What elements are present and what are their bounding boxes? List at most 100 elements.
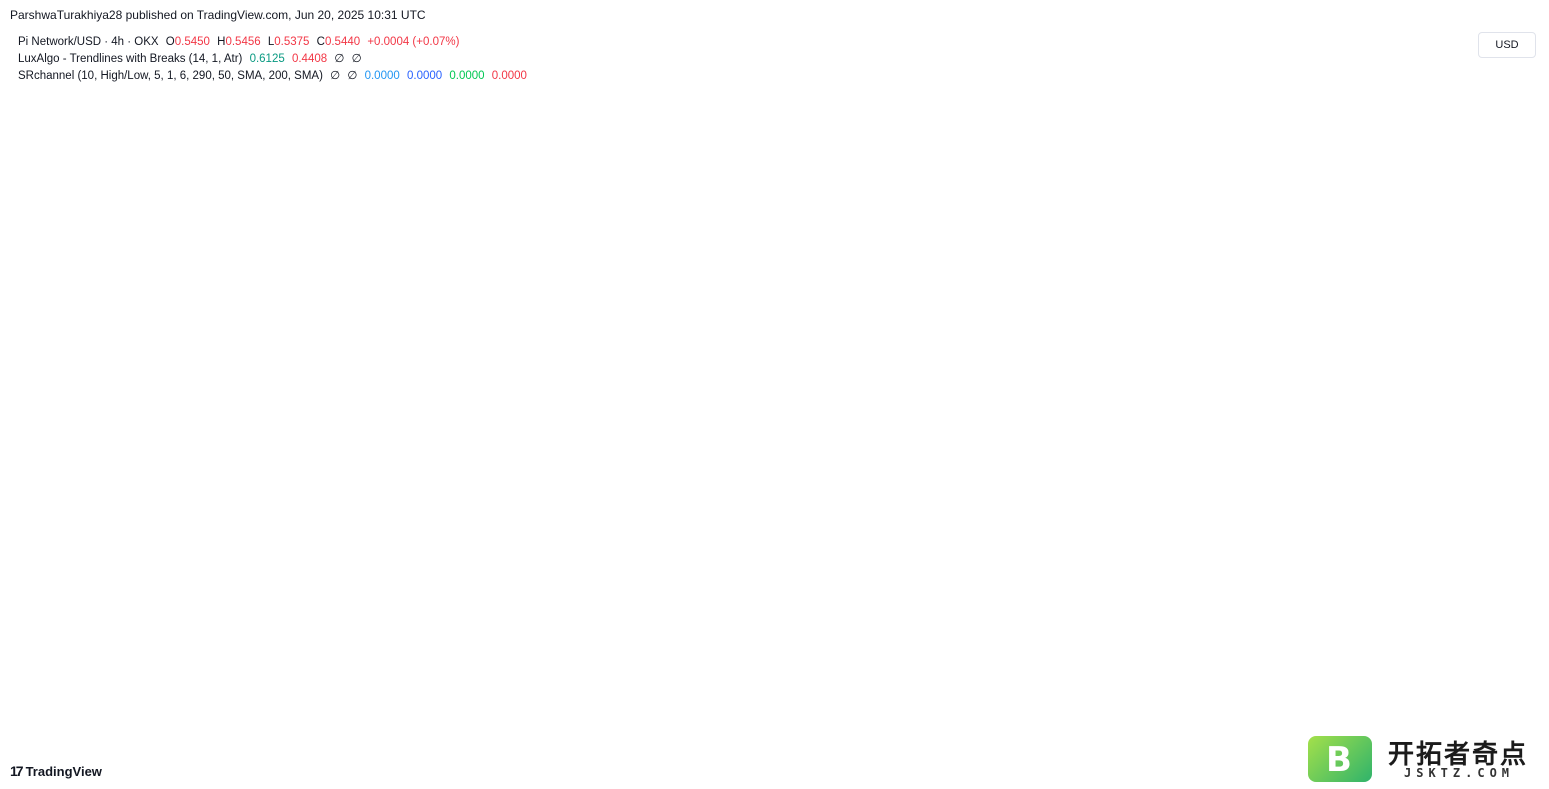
indicator-srchannel-value-5: 0.0000: [449, 70, 485, 82]
candle-body: [1055, 618, 1059, 629]
break-label-pointer: [1107, 604, 1116, 609]
candle-body: [703, 575, 708, 589]
candle-body: [548, 510, 552, 516]
price-axis-tag-text: 0.4408: [1482, 674, 1519, 688]
candle-body: [962, 575, 966, 579]
candle-body: [83, 606, 87, 609]
indicator-srchannel-value-2: ∅: [347, 70, 358, 82]
break-label-pointer: [352, 555, 361, 560]
break-label-box: [99, 615, 113, 633]
break-label-pointer: [595, 498, 604, 503]
price-axis-tag: [1474, 585, 1532, 604]
trendline: [100, 564, 352, 610]
candle-body: [347, 540, 351, 561]
indicator-luxalgo-value-4: ∅: [351, 53, 362, 65]
candle-body: [1034, 595, 1039, 634]
price-axis-tag-text: 0.6125: [1482, 588, 1519, 602]
candle-body: [1127, 598, 1132, 601]
break-label-text: B: [1107, 612, 1115, 624]
indicator-luxalgo-name[interactable]: LuxAlgo - Trendlines with Breaks (14, 1,…: [18, 53, 243, 65]
candle-body: [372, 520, 377, 536]
candle-body: [797, 570, 801, 574]
y-tick-label: 1.4000: [1482, 193, 1519, 207]
y-tick-label: 0.9000: [1482, 444, 1519, 458]
resistance-zone: [9, 570, 1473, 601]
y-tick-label: 0.5000: [1482, 644, 1519, 658]
candle-body: [290, 450, 294, 486]
candle-body: [300, 455, 304, 466]
candle-body: [765, 570, 770, 576]
indicator-srchannel-name[interactable]: SRchannel (10, High/Low, 5, 1, 6, 290, 5…: [18, 70, 323, 82]
candle-body: [42, 605, 46, 607]
x-tick-label: 19: [1185, 733, 1199, 747]
break-label-text: B: [1004, 551, 1012, 563]
x-tick-label: 21: [1237, 733, 1251, 747]
x-tick-label: 26: [564, 733, 578, 747]
indicator-luxalgo-value-1: 0.6125: [249, 53, 285, 65]
x-tick-label: 30: [668, 733, 682, 747]
tradingview-brand[interactable]: 17 TradingView: [10, 763, 102, 779]
indicator-luxalgo-value-3: ∅: [334, 53, 345, 65]
trendline: [1036, 679, 1166, 704]
candle-body: [1210, 628, 1214, 632]
x-tick-label: 10: [151, 733, 165, 747]
break-label-box: [349, 538, 363, 556]
candle-body: [274, 295, 278, 326]
x-tick-label: Jun: [716, 733, 737, 747]
candle-body: [983, 575, 987, 579]
x-tick-label: 17: [1133, 733, 1147, 747]
x-tick-label: 28: [616, 733, 630, 747]
candle-body: [1158, 608, 1163, 616]
break-label-pointer: [828, 563, 837, 568]
x-tick-label: 15: [1081, 733, 1095, 747]
currency-button[interactable]: USD: [1478, 32, 1536, 58]
break-label-box: [825, 546, 839, 564]
indicator-srchannel-row[interactable]: SRchannel (10, High/Low, 5, 1, 6, 290, 5…: [18, 68, 531, 85]
y-tick-label: 0.8000: [1482, 494, 1519, 508]
candle-body: [21, 604, 25, 606]
candle-body: [1200, 628, 1204, 631]
candle-body: [243, 350, 247, 361]
candle-body: [310, 460, 315, 476]
candle-body: [890, 575, 894, 584]
candle-body: [517, 510, 521, 521]
break-label-text: B: [102, 619, 110, 631]
symbol-name[interactable]: Pi Network/USD · 4h · OKX: [18, 36, 159, 48]
trendline: [353, 500, 499, 571]
x-tick-label: 22: [461, 733, 475, 747]
trendline: [498, 497, 644, 502]
price-axis-tag-text: 01:28:46: [1482, 622, 1530, 636]
symbol-legend-row[interactable]: Pi Network/USD · 4h · OKX O0.5450 H0.545…: [18, 34, 531, 51]
candle-body: [1014, 583, 1018, 589]
candle-body: [316, 460, 320, 466]
high-value: 0.5456: [225, 36, 261, 48]
candle-body: [336, 540, 340, 551]
candle-body: [590, 510, 594, 521]
candle-body: [497, 490, 501, 511]
break-label: B: [1001, 547, 1015, 569]
indicator-srchannel-value-4: 0.0000: [406, 70, 443, 82]
indicator-luxalgo-row[interactable]: LuxAlgo - Trendlines with Breaks (14, 1,…: [18, 51, 531, 68]
break-label-pointer: [817, 572, 826, 577]
candle-body: [155, 515, 160, 539]
price-axis-tag: [1474, 619, 1532, 638]
candle-body: [295, 455, 299, 486]
break-label-pointer: [57, 588, 66, 593]
candle-body: [305, 465, 309, 476]
candle-body: [610, 525, 615, 531]
break-label: B: [349, 538, 363, 560]
candle-body: [321, 450, 325, 466]
break-label: B: [815, 572, 829, 594]
candle-body: [993, 578, 997, 581]
candle-body: [217, 110, 222, 301]
candle-body: [1086, 598, 1090, 609]
candle-body: [259, 250, 263, 301]
candle-body: [1241, 628, 1245, 631]
break-label-box: [1104, 608, 1118, 626]
candle-body: [972, 575, 977, 579]
candle-body: [952, 575, 956, 579]
break-label-pointer: [499, 490, 508, 495]
candle-body: [1003, 580, 1008, 584]
candle-body: [755, 573, 759, 576]
